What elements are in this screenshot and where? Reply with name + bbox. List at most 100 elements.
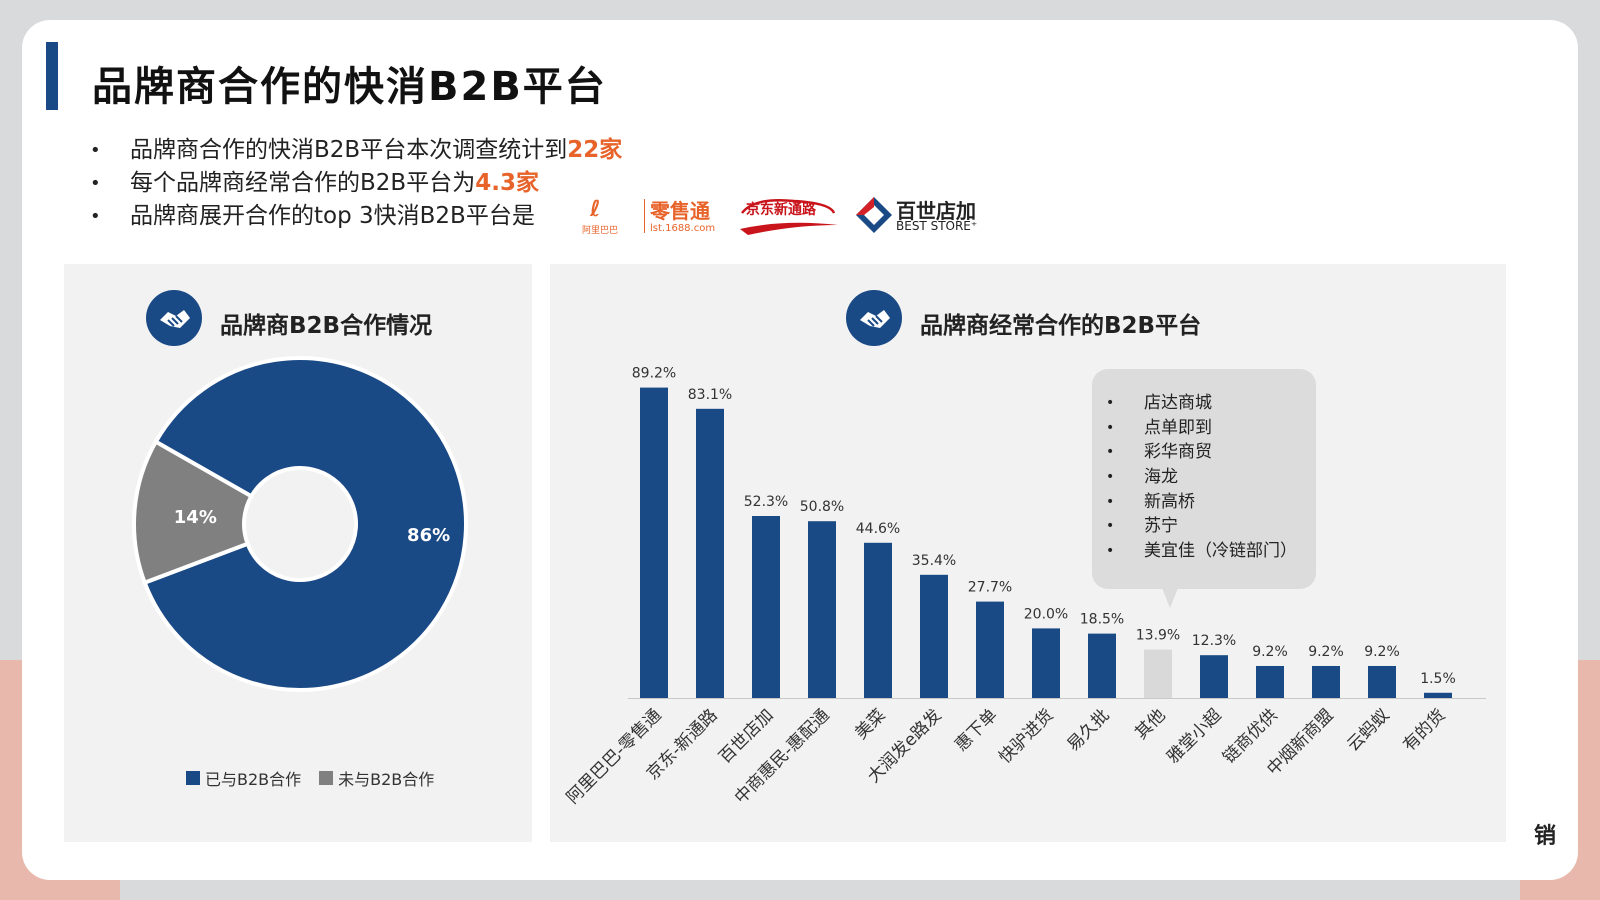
watermark-logo: 销 — [1533, 824, 1556, 849]
bar — [1312, 665, 1340, 698]
bar — [1032, 628, 1060, 698]
panel-title: 品牌商经常合作的B2B平台 — [920, 313, 1202, 339]
bar-value-label: 1.5% — [1420, 671, 1456, 687]
callout-bullet: • — [1106, 493, 1115, 510]
callout-bullet: • — [1106, 395, 1115, 411]
x-tick-label: 美菜 — [851, 705, 889, 743]
callout-list: • 店达商城 • 点单即到 • 彩华商贸 • 海龙 • 新高桥 • 苏宁 • 美宜佳（冷链部门） — [1106, 391, 1297, 564]
legend-swatch — [186, 771, 200, 785]
jd-logo-name: 京东新通路 — [746, 202, 816, 218]
bar — [864, 542, 892, 698]
callout-bullet: • — [1106, 518, 1115, 535]
bar — [696, 408, 724, 698]
bullet-item: • 品牌商合作的快消B2B平台本次调查统计到 22家 — [90, 134, 622, 167]
callout-bullet: • — [1106, 469, 1115, 486]
x-tick-label: 其他 — [1131, 705, 1169, 743]
legend-label: 已与B2B合作 — [205, 770, 302, 789]
other-platforms-callout: • 店达商城 • 点单即到 • 彩华商贸 • 海龙 • 新高桥 • 苏宁 • 美宜佳（冷链部门） — [1092, 369, 1316, 589]
best-store-mark-icon — [856, 197, 892, 233]
bar-value-label: 20.0% — [1024, 606, 1068, 622]
donut-slice-label: 14% — [174, 507, 217, 528]
panel-title: 品牌商B2B合作情况 — [220, 313, 433, 339]
bullet-marker: • — [90, 173, 101, 194]
legend-swatch — [319, 771, 334, 785]
donut-slice-label: 86% — [407, 525, 450, 546]
handshake-icon — [146, 290, 202, 346]
bullet-item: • 品牌商展开合作的top 3快消B2B平台是 — [90, 200, 622, 233]
bar-value-label: 9.2% — [1252, 644, 1288, 660]
bar-value-label: 35.4% — [912, 553, 956, 569]
x-tick-label: 中商惠民-惠配通 — [731, 705, 834, 808]
callout-item: • 点单即到 — [1106, 416, 1297, 441]
slide: 品牌商合作的快消B2B平台 • 品牌商合作的快消B2B平台本次调查统计到 22家 … — [22, 20, 1578, 880]
callout-bullet: • — [1106, 419, 1115, 436]
bullet-text: 品牌商合作的快消B2B平台本次调查统计到 — [130, 137, 568, 163]
bar — [1144, 649, 1172, 698]
best-store-logo: 百世店加 BEST STORE⁺ — [854, 195, 1014, 239]
title-accent-bar — [46, 42, 58, 110]
donut-legend: 已与B2B合作 未与B2B合作 — [186, 766, 434, 790]
bar-chart: 89.2%阿里巴巴-零售通83.1%京东-新通路52.3%百世店加50.8%中商… — [563, 366, 1486, 808]
x-tick-label: 有的货 — [1399, 705, 1449, 755]
x-tick-label: 快驴进货 — [995, 705, 1057, 767]
bar — [752, 515, 780, 698]
donut-slice — [142, 356, 468, 692]
donut-chart: 86% 14% — [132, 356, 468, 692]
bar-value-label: 13.9% — [1136, 628, 1180, 644]
page-title: 品牌商合作的快消B2B平台 — [92, 64, 607, 110]
b2b-platforms-panel: 品牌商经常合作的B2B平台 89.2% 阿里巴巴-零售通 83.1% 京东-新通路 52… — [550, 264, 1506, 842]
bullet-list: • 品牌商合作的快消B2B平台本次调查统计到 22家 • 每个品牌商经常合作的B2… — [90, 134, 622, 233]
best-store-en-name: BEST STORE⁺ — [896, 219, 978, 233]
bar — [1088, 633, 1116, 698]
bar-value-label: 18.5% — [1080, 612, 1124, 628]
callout-item: • 苏宁 — [1106, 514, 1297, 539]
alibaba-logo-url: lst.1688.com — [650, 223, 716, 234]
callout-item-text: 彩华商贸 — [1144, 442, 1212, 463]
callout-item: • 海龙 — [1106, 465, 1297, 490]
best-store-cn-name: 百世店加 — [896, 199, 976, 223]
bar-value-label: 50.8% — [800, 499, 844, 515]
callout-item-text: 点单即到 — [1144, 417, 1212, 438]
bar — [976, 601, 1004, 698]
bullet-highlight: 22家 — [567, 137, 623, 163]
bullet-marker: • — [90, 140, 101, 161]
callout-bullet: • — [1106, 543, 1115, 560]
bar — [1256, 665, 1284, 698]
bar — [1200, 655, 1228, 698]
bullet-item: • 每个品牌商经常合作的B2B平台为 4.3家 — [90, 167, 622, 200]
logo-divider — [644, 199, 645, 233]
bar-value-label: 89.2% — [632, 366, 676, 382]
legend-label: 未与B2B合作 — [338, 770, 435, 789]
bar — [1424, 692, 1452, 698]
handshake-icon — [846, 290, 902, 346]
bar-value-label: 27.7% — [968, 580, 1012, 596]
bullet-text: 每个品牌商经常合作的B2B平台为 — [130, 170, 476, 196]
callout-item-text: 美宜佳（冷链部门） — [1144, 541, 1297, 562]
bullet-highlight: 4.3家 — [475, 170, 539, 196]
jd-swoosh-icon — [740, 199, 838, 235]
legend-item-cooperated: 已与B2B合作 — [186, 766, 301, 790]
callout-item: • 彩华商贸 — [1106, 440, 1297, 465]
x-tick-label: 雅堂小超 — [1163, 705, 1225, 767]
bullet-marker: • — [90, 206, 101, 227]
callout-pointer — [1162, 588, 1178, 608]
callout-item: • 店达商城 — [1106, 391, 1297, 416]
callout-item-text: 新高桥 — [1144, 491, 1195, 512]
callout-item-text: 店达商城 — [1144, 393, 1212, 413]
alibaba-mark-icon: ℓ — [590, 197, 601, 222]
bar — [640, 387, 668, 698]
bar-value-label: 83.1% — [688, 387, 732, 403]
bar — [1368, 665, 1396, 698]
donut-slice — [132, 439, 255, 586]
alibaba-logo-name: 零售通 — [650, 199, 710, 223]
callout-item: • 美宜佳（冷链部门） — [1106, 539, 1297, 564]
jd-xintonglu-logo: 京东新通路 — [734, 195, 844, 239]
bar-value-label: 44.6% — [856, 521, 900, 537]
x-tick-label: 易久批 — [1063, 705, 1113, 755]
callout-item: • 新高桥 — [1106, 490, 1297, 515]
bar-value-label: 9.2% — [1308, 644, 1344, 660]
bar-value-label: 12.3% — [1192, 633, 1236, 649]
x-tick-label: 云蚂蚁 — [1343, 705, 1393, 755]
bullet-text: 品牌商展开合作的top 3快消B2B平台是 — [130, 203, 535, 229]
bar-value-label: 52.3% — [744, 494, 788, 510]
